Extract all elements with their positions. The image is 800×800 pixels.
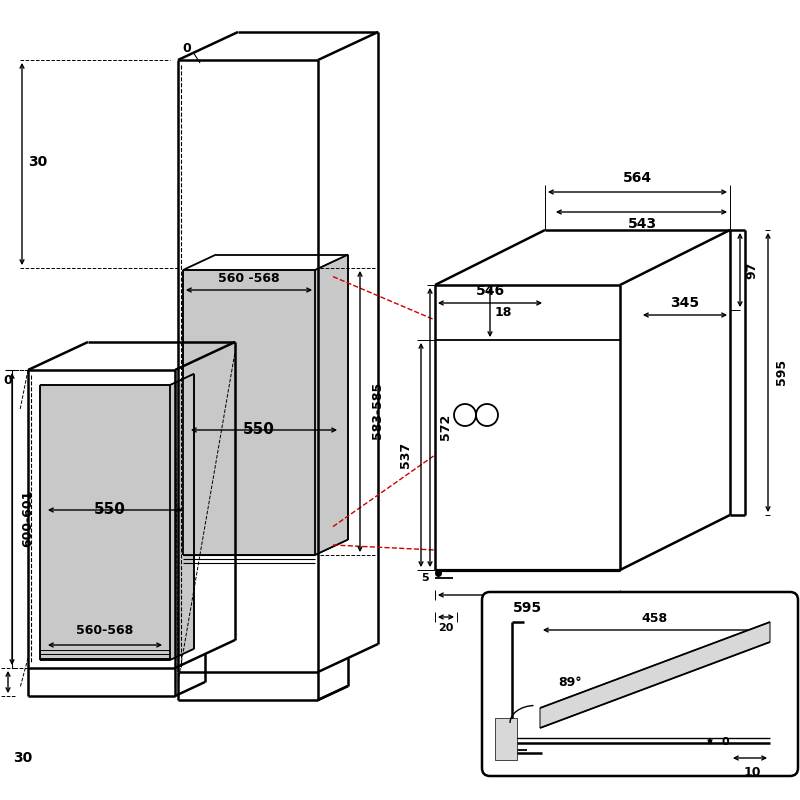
Text: 30: 30 (28, 155, 48, 169)
Text: 345: 345 (670, 296, 699, 310)
Text: 0: 0 (721, 737, 729, 747)
Text: 458: 458 (642, 611, 668, 625)
Text: 546: 546 (475, 284, 505, 298)
Text: 30: 30 (14, 751, 33, 765)
Text: 583-585: 583-585 (371, 382, 385, 438)
Text: 0: 0 (182, 42, 191, 54)
Text: 595: 595 (775, 359, 789, 385)
Text: 20: 20 (438, 623, 454, 633)
Text: 97: 97 (746, 262, 758, 278)
Polygon shape (495, 718, 517, 760)
Text: 5: 5 (421, 573, 429, 583)
FancyBboxPatch shape (482, 592, 798, 776)
Text: 564: 564 (622, 171, 651, 185)
Text: 550: 550 (243, 422, 275, 438)
Text: 537: 537 (398, 442, 411, 468)
Text: 560-568: 560-568 (76, 623, 134, 637)
Text: 89°: 89° (558, 677, 582, 690)
Text: 595: 595 (513, 601, 542, 615)
Text: 18: 18 (494, 306, 512, 318)
Text: 600-601: 600-601 (22, 490, 34, 546)
Polygon shape (183, 254, 348, 555)
Polygon shape (540, 622, 770, 728)
Text: 10: 10 (743, 766, 761, 779)
Text: 550: 550 (94, 502, 126, 518)
Text: 543: 543 (627, 217, 657, 231)
Polygon shape (40, 374, 194, 660)
Text: 572: 572 (438, 414, 451, 440)
Text: 560 -568: 560 -568 (218, 271, 280, 285)
Text: 0: 0 (4, 374, 12, 386)
